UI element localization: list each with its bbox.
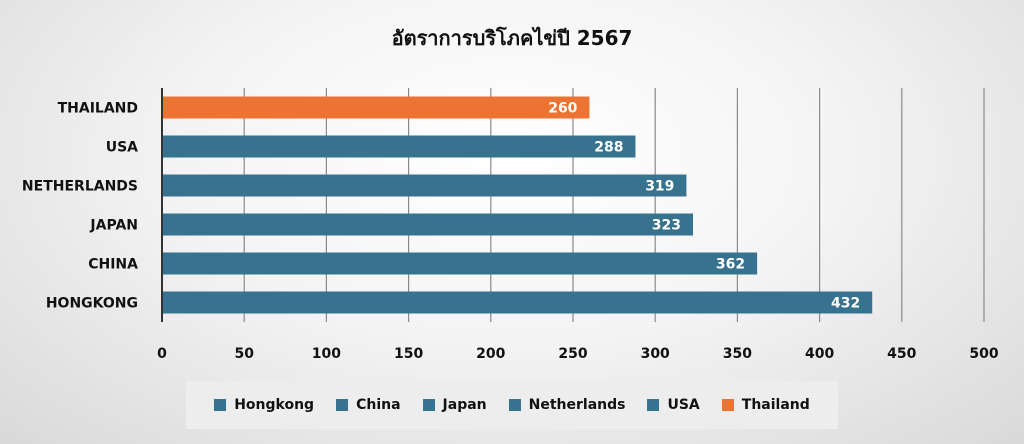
data-label: 260: [548, 101, 577, 117]
legend-item: USA: [647, 397, 700, 413]
category-label: HONGKONG: [46, 296, 138, 312]
legend-swatch: [721, 399, 734, 411]
chart-title: อัตราการบริโภคไข่ปี 2567: [391, 26, 633, 50]
category-label: USA: [106, 140, 138, 156]
category-label: THAILAND: [58, 101, 138, 117]
bar: [162, 252, 758, 275]
tick-label: 250: [558, 346, 587, 362]
category-label: JAPAN: [89, 218, 138, 234]
legend: Hongkong China Japan Netherlands USA Thailand: [186, 381, 838, 429]
data-label: 362: [716, 257, 745, 273]
legend-swatch: [214, 399, 227, 411]
legend-item: China: [336, 397, 401, 413]
legend-label: Netherlands: [528, 397, 626, 413]
bar: [162, 174, 687, 197]
legend-label: China: [356, 397, 401, 413]
legend-label: USA: [667, 397, 700, 413]
legend-label: Hongkong: [234, 397, 315, 413]
tick-label: 50: [234, 346, 254, 362]
tick-label: 400: [805, 346, 834, 362]
tick-label: 200: [476, 346, 505, 362]
bar: [162, 96, 590, 119]
legend-label: Japan: [442, 397, 487, 413]
data-label: 432: [831, 296, 860, 312]
tick-label: 0: [157, 346, 167, 362]
tick-label: 350: [723, 346, 752, 362]
legend-swatch: [647, 399, 660, 411]
legend-swatch: [508, 399, 521, 411]
tick-label: 300: [641, 346, 670, 362]
tick-label: 150: [394, 346, 423, 362]
legend-item: Japan: [422, 397, 487, 413]
legend-item: Thailand: [721, 397, 810, 413]
bar: [162, 291, 873, 314]
tick-label: 100: [312, 346, 341, 362]
tick-label: 450: [887, 346, 916, 362]
category-label: NETHERLANDS: [22, 179, 138, 195]
legend-item: Hongkong: [214, 397, 314, 413]
legend-swatch: [336, 399, 349, 411]
tick-label: 500: [969, 346, 998, 362]
legend-item: Netherlands: [508, 397, 626, 413]
data-label: 323: [652, 218, 681, 234]
bar: [162, 135, 636, 158]
data-label: 319: [645, 179, 674, 195]
bar: [162, 213, 694, 236]
data-label: 288: [594, 140, 623, 156]
category-label: CHINA: [88, 257, 138, 273]
legend-label: Thailand: [741, 397, 810, 413]
legend-swatch: [422, 399, 435, 411]
